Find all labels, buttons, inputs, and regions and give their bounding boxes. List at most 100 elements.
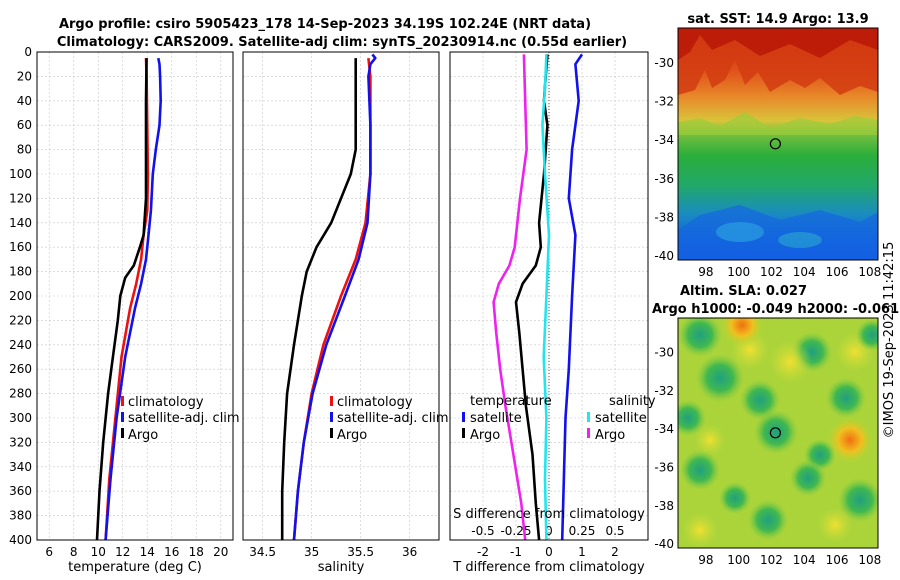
y-tick-label: 220 bbox=[9, 313, 32, 327]
series-line-argo bbox=[95, 58, 148, 541]
y-tick-label: 260 bbox=[9, 362, 32, 376]
lon-tick-label: 106 bbox=[826, 265, 849, 279]
lat-tick-label: -30 bbox=[654, 56, 674, 70]
lon-tick-label: 104 bbox=[793, 265, 816, 279]
y-tick-label: 60 bbox=[17, 118, 32, 132]
legend-climatology-label: climatology bbox=[128, 395, 204, 410]
y-tick-label: 300 bbox=[9, 411, 32, 425]
y-tick-label: 160 bbox=[9, 240, 32, 254]
y-tick-label: 120 bbox=[9, 191, 32, 205]
lon-tick-label: 108 bbox=[858, 553, 881, 567]
temperature-axis-label: temperature (deg C) bbox=[68, 560, 202, 575]
y-tick-label: 380 bbox=[9, 509, 32, 523]
x-tick-label: 2 bbox=[611, 545, 619, 559]
x-tick-label: 34.5 bbox=[249, 545, 276, 559]
lon-tick-label: 100 bbox=[727, 553, 750, 567]
legend-temperature-title: temperature bbox=[470, 394, 552, 409]
y-tick-label: 400 bbox=[9, 533, 32, 547]
x-tick-label: 35.5 bbox=[347, 545, 374, 559]
sla-map-subtitle: Argo h1000: -0.049 h2000: -0.061 bbox=[652, 302, 899, 317]
top-x-tick-label: 0 bbox=[545, 524, 553, 538]
series-line-satellite-adj-clim bbox=[104, 57, 162, 541]
legend-climatology-swatch bbox=[121, 396, 124, 406]
lon-tick-label: 106 bbox=[826, 553, 849, 567]
salinity-panel: 34.5 35 35.5 36 bbox=[242, 51, 440, 559]
x-tick-label: -2 bbox=[477, 545, 489, 559]
salinity-legend: climatology satellite-adj. clim Argo bbox=[330, 395, 449, 443]
y-tick-label: 180 bbox=[9, 265, 32, 279]
lon-tick-label: 102 bbox=[760, 553, 783, 567]
argo-location-marker bbox=[769, 427, 781, 439]
top-x-tick-label: 0.25 bbox=[569, 524, 596, 538]
imos-credit: ©IMOS 19-Sep-2023 11:42:15 bbox=[882, 242, 897, 439]
x-tick-label: 8 bbox=[70, 545, 78, 559]
x-tick-label: 35 bbox=[304, 545, 319, 559]
x-tick-label: 6 bbox=[45, 545, 53, 559]
legend-argo-label: Argo bbox=[128, 428, 158, 443]
legend-climatology-swatch bbox=[330, 396, 333, 406]
lon-tick-label: 100 bbox=[727, 265, 750, 279]
plot-frame bbox=[36, 51, 234, 541]
legend-argo-label: Argo bbox=[337, 428, 367, 443]
x-tick-label: 1 bbox=[578, 545, 586, 559]
sla-map-image bbox=[678, 318, 878, 548]
figure-title-line2: Climatology: CARS2009. Satellite-adj cli… bbox=[57, 35, 627, 50]
difference-temperature-legend: temperature satellite Argo bbox=[462, 394, 552, 443]
y-tick-label: 0 bbox=[24, 45, 32, 59]
lat-tick-label: -30 bbox=[654, 346, 674, 360]
lon-tick-label: 108 bbox=[858, 265, 881, 279]
legend-argo-swatch bbox=[121, 428, 124, 438]
legend-satellite-label: satellite-adj. clim bbox=[337, 411, 449, 426]
x-tick-label: 16 bbox=[164, 545, 179, 559]
legend-satellite-swatch bbox=[330, 412, 333, 422]
lon-tick-label: 104 bbox=[793, 553, 816, 567]
legend-t-satellite-label: satellite bbox=[470, 411, 522, 426]
legend-climatology-label: climatology bbox=[337, 395, 413, 410]
y-tick-label: 100 bbox=[9, 167, 32, 181]
series-line-climatology bbox=[292, 57, 372, 541]
t-difference-axis-label: T difference from climatology bbox=[452, 560, 645, 575]
plot-frame bbox=[449, 51, 649, 541]
series-line-satellite-adj-clim bbox=[292, 53, 377, 541]
sst-map-image bbox=[678, 28, 878, 260]
legend-s-satellite-swatch bbox=[587, 412, 590, 422]
series-line-s-argo bbox=[492, 54, 528, 541]
x-tick-label: 18 bbox=[189, 545, 204, 559]
temperature-legend: climatology satellite-adj. clim Argo bbox=[121, 395, 240, 443]
y-tick-label: 340 bbox=[9, 460, 32, 474]
y-tick-label: 80 bbox=[17, 143, 32, 157]
lat-tick-label: -32 bbox=[654, 384, 674, 398]
figure-title-line1: Argo profile: csiro 5905423_178 14-Sep-2… bbox=[59, 17, 591, 32]
series-line-argo bbox=[280, 58, 358, 540]
top-x-tick-label: 0.5 bbox=[605, 524, 624, 538]
sla-map-title: Altim. SLA: 0.027 bbox=[680, 284, 807, 299]
x-tick-label: 0 bbox=[545, 545, 553, 559]
x-tick-label: 14 bbox=[140, 545, 155, 559]
y-tick-label: 40 bbox=[17, 94, 32, 108]
plot-frame bbox=[242, 51, 440, 541]
lat-tick-label: -40 bbox=[654, 249, 674, 263]
series-line-t-argo bbox=[514, 54, 549, 541]
legend-satellite-swatch bbox=[121, 412, 124, 422]
lat-tick-label: -36 bbox=[654, 172, 674, 186]
legend-argo-swatch bbox=[330, 428, 333, 438]
x-tick-label: 10 bbox=[91, 545, 106, 559]
legend-t-argo-swatch bbox=[462, 428, 465, 438]
x-tick-label: -1 bbox=[510, 545, 522, 559]
top-x-tick-label: -0.5 bbox=[471, 524, 494, 538]
legend-s-argo-label: Argo bbox=[595, 428, 625, 443]
salinity-axis-label: salinity bbox=[318, 560, 365, 575]
y-tick-label: 20 bbox=[17, 69, 32, 83]
sst-map-title: sat. SST: 14.9 Argo: 13.9 bbox=[687, 12, 868, 27]
legend-s-satellite-label: satellite bbox=[595, 411, 647, 426]
sst-map: sat. SST: 14.9 Argo: 13.9 -30 -32 -34 -36 -3… bbox=[654, 12, 881, 279]
top-x-tick-label: -0.25 bbox=[500, 524, 531, 538]
s-difference-axis-label: S difference from climatology bbox=[453, 507, 645, 522]
lat-tick-label: -34 bbox=[654, 422, 674, 436]
lat-tick-label: -38 bbox=[654, 499, 674, 513]
legend-t-argo-label: Argo bbox=[470, 428, 500, 443]
y-tick-label: 280 bbox=[9, 387, 32, 401]
lon-tick-label: 102 bbox=[760, 265, 783, 279]
x-tick-label: 12 bbox=[115, 545, 130, 559]
legend-satellite-label: satellite-adj. clim bbox=[128, 411, 240, 426]
